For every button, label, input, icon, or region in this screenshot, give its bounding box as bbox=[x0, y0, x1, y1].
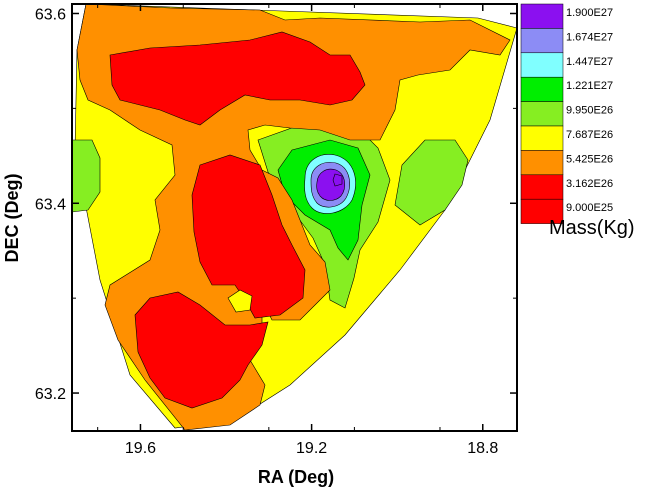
x-tick-label: 18.8 bbox=[467, 440, 498, 457]
legend-swatch bbox=[520, 150, 564, 176]
y-axis: 63.2 63.4 63.6 bbox=[35, 6, 517, 403]
legend-swatch bbox=[520, 3, 564, 29]
legend-label: 7.687E26 bbox=[566, 129, 613, 141]
legend-label: 1.447E27 bbox=[566, 56, 613, 68]
plot-frame bbox=[71, 3, 518, 432]
legend-swatch bbox=[520, 174, 564, 200]
legend-swatch bbox=[520, 101, 564, 127]
contour-region-red-center bbox=[191, 154, 306, 319]
legend-swatch bbox=[520, 198, 564, 224]
legend-swatch bbox=[520, 125, 564, 151]
x-axis-title: RA (Deg) bbox=[258, 467, 334, 487]
legend-title: Mass(Kg) bbox=[549, 217, 635, 239]
legend-label: 1.674E27 bbox=[566, 31, 613, 43]
legend-label: 9.950E26 bbox=[566, 105, 613, 117]
y-tick-label: 63.4 bbox=[35, 196, 66, 213]
legend-label: 9.000E25 bbox=[566, 202, 613, 214]
legend-swatch bbox=[520, 28, 564, 54]
contour-region-lightgreen-right bbox=[394, 139, 469, 226]
legend-label: 5.425E26 bbox=[566, 153, 613, 165]
x-axis: 19.6 19.2 18.8 bbox=[97, 4, 498, 457]
legend-label: 1.221E27 bbox=[566, 80, 613, 92]
legend-swatch bbox=[520, 76, 564, 102]
contour-region-yellow-inner bbox=[227, 289, 253, 313]
x-tick-label: 19.2 bbox=[296, 440, 327, 457]
y-axis-title: DEC (Deg) bbox=[2, 173, 22, 262]
x-tick-label: 19.6 bbox=[125, 440, 156, 457]
y-tick-label: 63.2 bbox=[35, 386, 66, 403]
contour-region-violet bbox=[316, 168, 345, 201]
contour-fill bbox=[72, 4, 517, 431]
legend-label: 1.900E27 bbox=[566, 7, 613, 19]
legend: 1.900E27 1.674E27 1.447E27 1.221E27 9.950E26… bbox=[520, 3, 613, 224]
contour-peak-ring bbox=[332, 173, 343, 187]
y-tick-label: 63.6 bbox=[35, 6, 66, 23]
legend-swatch bbox=[520, 52, 564, 78]
contour-region-lightgreen-left bbox=[72, 139, 101, 213]
contour-region-red-bottom bbox=[134, 291, 269, 409]
legend-label: 3.162E26 bbox=[566, 178, 613, 190]
contour-region-red-top bbox=[109, 31, 366, 126]
